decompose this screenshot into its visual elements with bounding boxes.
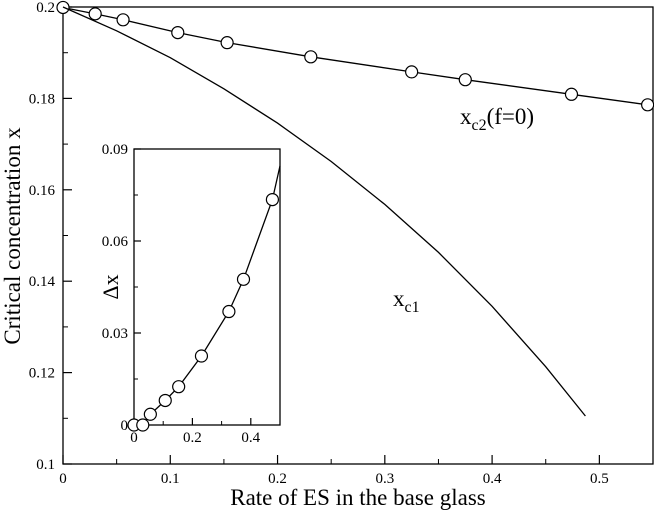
main-x-tick-label: 0.4 (483, 471, 502, 487)
inset-y-tick-label: 0.09 (102, 142, 128, 158)
main-x-tick-label: 0 (59, 471, 67, 487)
main-y-tick-label: 0.12 (29, 366, 55, 382)
inset-series-0-point (265, 193, 280, 207)
inset-series-0-point (136, 418, 150, 432)
main-y-tick-label: 0.18 (29, 91, 55, 107)
main-series-0-point (304, 50, 318, 64)
inset-plot-background (134, 149, 280, 425)
inset-y-tick-label: 0 (121, 418, 129, 434)
inset-x-tick-label: 0.2 (183, 430, 202, 446)
main-y-tick-label: 0.16 (29, 183, 56, 199)
inset-y-axis: 0 0.03 0.06 0.09 (102, 142, 141, 434)
series-label-xc1: xc1 (393, 286, 420, 316)
main-x-tick-label: 0.3 (375, 471, 394, 487)
inset-y-axis-title: Δx (98, 274, 123, 299)
series-label-xc1-main: x (393, 286, 405, 311)
inset-series-group (127, 165, 281, 432)
series-label-xc1-sub: c1 (405, 299, 420, 316)
main-series-0-point (116, 13, 130, 27)
main-y-tick-label: 0.2 (36, 0, 55, 16)
main-series-0-point (641, 98, 654, 112)
series-label-xc2-main: x (460, 104, 472, 129)
main-series-0-point (405, 65, 419, 79)
main-y-tick-label: 0.1 (36, 457, 55, 473)
inset-series-0-point (158, 393, 172, 408)
main-series-0-point (171, 25, 185, 40)
main-series-0-point (458, 73, 472, 87)
main-x-tick-label: 0.2 (268, 471, 287, 487)
series-label-xc2-suffix: (f=0) (487, 104, 534, 129)
inset-plot: 0 0.2 0.4 0 0.03 0.06 0.09 Δx (98, 142, 281, 446)
inset-series-0-point (236, 272, 251, 286)
inset-series-0-point (172, 380, 186, 394)
series-label-xc2-sub: c2 (472, 117, 487, 134)
inset-x-tick-label: 0 (130, 430, 138, 446)
series-label-xc2: xc2(f=0) (460, 104, 534, 134)
main-series-0-point (564, 87, 579, 101)
main-series-group (56, 0, 654, 417)
main-series-1-line (62, 6, 586, 417)
inset-x-tick-label: 0.4 (241, 430, 260, 446)
main-x-axis-title: Rate of ES in the base glass (230, 485, 486, 510)
main-x-axis: 0 0.1 0.2 0.3 0.4 0.5 (59, 455, 654, 487)
inset-y-tick-label: 0.06 (102, 234, 129, 250)
inset-series-0-point (222, 304, 236, 319)
inset-series-0-point (143, 407, 157, 421)
main-series-0-point (220, 36, 234, 50)
inset-y-tick-label: 0.03 (102, 326, 128, 342)
inset-series-0-point (194, 349, 209, 363)
main-x-tick-label: 0.5 (590, 471, 609, 487)
main-y-axis-title: Critical concentration x (0, 127, 25, 345)
main-series-0-point (88, 7, 102, 21)
inset-x-axis: 0 0.2 0.4 (130, 418, 281, 446)
main-y-tick-label: 0.14 (29, 274, 56, 290)
main-series-0-line (62, 6, 648, 106)
main-x-tick-label: 0.1 (161, 471, 180, 487)
main-y-axis: 0.1 0.12 0.14 0.16 0.18 0.2 (29, 0, 72, 473)
